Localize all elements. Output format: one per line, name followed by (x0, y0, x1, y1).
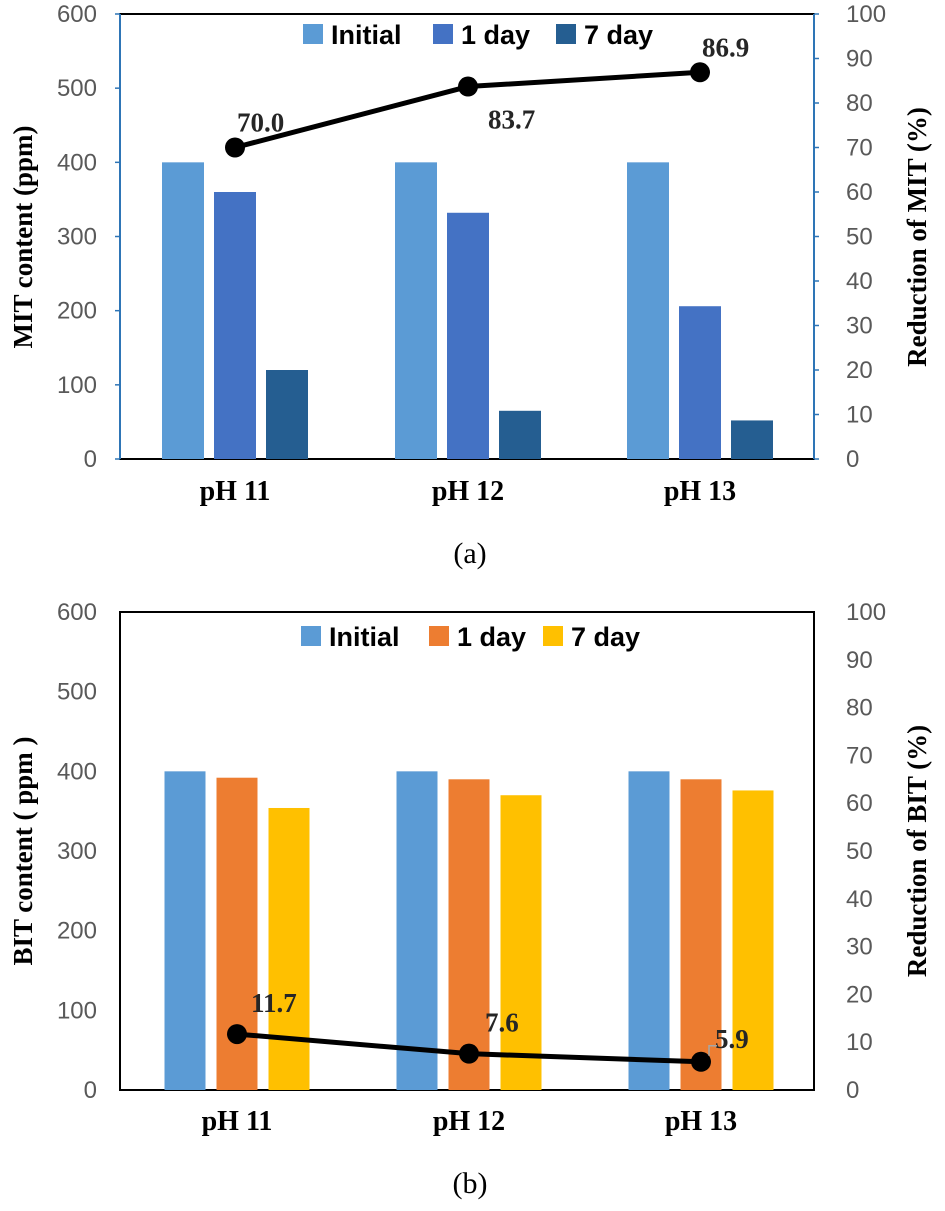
y-right-tick-label: 100 (846, 599, 886, 626)
y-axis-title: BIT content ( ppm ) (8, 736, 38, 965)
y-right-tick-label: 30 (846, 934, 873, 961)
legend-swatch (543, 626, 563, 646)
y-tick-label: 500 (57, 679, 97, 706)
bar-7-day-ph-11 (268, 807, 310, 1090)
y-tick-label: 0 (84, 446, 97, 473)
bar-initial-ph-13 (627, 162, 669, 460)
y-right-axis-title: Reduction of MIT (%) (902, 107, 932, 367)
bar-1-day-ph-13 (679, 306, 721, 459)
y-tick-label: 100 (57, 372, 97, 399)
y-tick-label: 600 (57, 1, 97, 28)
bar-initial-ph-11 (164, 771, 206, 1090)
legend-label: Initial (329, 622, 400, 652)
y-tick-label: 400 (57, 758, 97, 785)
bar-initial-ph-11 (162, 162, 204, 460)
y-tick-label: 300 (57, 838, 97, 865)
y-tick-label: 300 (57, 224, 97, 251)
y-tick-label: 400 (57, 149, 97, 176)
bar-7-day-ph-13 (731, 420, 773, 459)
bar-1-day-ph-13 (680, 779, 722, 1090)
reduction-data-label: 11.7 (251, 988, 297, 1018)
y-right-tick-label: 0 (846, 446, 859, 473)
label-leader-line (708, 1045, 717, 1056)
bar-initial-ph-12 (395, 162, 437, 460)
legend-label: 1 day (461, 20, 530, 50)
y-tick-label: 200 (57, 298, 97, 325)
y-right-tick-label: 40 (846, 268, 873, 295)
reduction-data-label: 70.0 (237, 108, 284, 138)
figure-caption: (b) (453, 1167, 488, 1200)
x-tick-label: pH 11 (202, 1106, 273, 1137)
y-right-tick-label: 80 (846, 90, 873, 117)
reduction-point (227, 1024, 247, 1045)
y-tick-label: 600 (57, 599, 97, 626)
legend-label: 7 day (584, 20, 653, 50)
reduction-data-label: 5.9 (715, 1024, 749, 1054)
y-right-tick-label: 10 (846, 1029, 873, 1056)
legend-swatch (303, 24, 323, 44)
chart-b: 0 100 200 300 400 500 600 0 10 20 30 40 50 60 70 80 90 10… (8, 599, 932, 1200)
legend-label: Initial (331, 20, 402, 50)
y-tick-label: 500 (57, 75, 97, 102)
y-right-tick-label: 50 (846, 224, 873, 251)
reduction-data-label: 83.7 (488, 105, 535, 135)
reduction-point (690, 62, 710, 83)
reduction-data-label: 86.9 (702, 32, 749, 62)
x-tick-label: pH 13 (664, 476, 736, 507)
y-right-tick-label: 70 (846, 742, 873, 769)
legend-label: 7 day (571, 622, 640, 652)
y-right-tick-label: 90 (846, 647, 873, 674)
y-right-tick-label: 70 (846, 135, 873, 162)
bar-1-day-ph-11 (214, 192, 256, 459)
bar-initial-ph-12 (396, 771, 438, 1090)
x-tick-label: pH 11 (200, 476, 271, 507)
x-tick-label: pH 13 (665, 1106, 737, 1137)
y-tick-label: 100 (57, 997, 97, 1024)
x-tick-label: pH 12 (432, 476, 504, 507)
x-tick-label: pH 12 (433, 1106, 505, 1137)
figure-caption: (a) (453, 537, 486, 570)
y-tick-label: 0 (84, 1077, 97, 1104)
y-right-tick-label: 50 (846, 838, 873, 865)
y-right-tick-label: 20 (846, 981, 873, 1008)
bar-1-day-ph-12 (447, 212, 489, 459)
y-axis-title: MIT content (ppm) (8, 125, 38, 348)
bar-7-day-ph-13 (732, 790, 774, 1090)
bar-1-day-ph-12 (448, 779, 490, 1090)
legend-swatch (301, 626, 321, 646)
y-right-tick-label: 100 (846, 1, 886, 28)
y-right-tick-label: 60 (846, 179, 873, 206)
bar-7-day-ph-12 (499, 410, 541, 459)
reduction-point (458, 76, 478, 97)
y-tick-label: 200 (57, 918, 97, 945)
legend-label: 1 day (457, 622, 526, 652)
legend-swatch (556, 24, 576, 44)
y-right-tick-label: 90 (846, 46, 873, 73)
y-right-tick-label: 10 (846, 402, 873, 429)
reduction-point (691, 1051, 711, 1072)
bar-7-day-ph-12 (500, 795, 542, 1090)
legend-swatch (433, 24, 453, 44)
y-right-tick-label: 60 (846, 790, 873, 817)
reduction-data-label: 7.6 (485, 1008, 519, 1038)
y-right-tick-label: 0 (846, 1077, 859, 1104)
y-right-tick-label: 20 (846, 357, 873, 384)
reduction-point (459, 1043, 479, 1064)
bar-7-day-ph-11 (266, 370, 308, 459)
y-right-axis-title: Reduction of BIT (%) (902, 725, 932, 977)
bar-initial-ph-13 (628, 771, 670, 1090)
y-right-tick-label: 80 (846, 695, 873, 722)
reduction-point (225, 137, 245, 158)
legend-swatch (429, 626, 449, 646)
y-right-tick-label: 40 (846, 886, 873, 913)
chart-a: 0 100 200 300 400 500 600 0 10 20 30 40 50 60 70 80 90 10… (8, 1, 932, 570)
y-right-tick-label: 30 (846, 313, 873, 340)
